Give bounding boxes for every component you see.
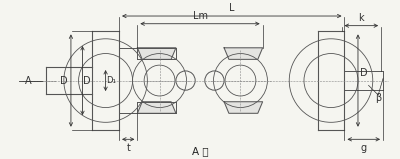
Text: D: D xyxy=(60,76,68,86)
Text: D: D xyxy=(84,76,91,86)
Text: D₁: D₁ xyxy=(106,76,116,85)
Text: k: k xyxy=(358,13,364,23)
Text: A: A xyxy=(25,76,32,86)
Polygon shape xyxy=(137,48,176,59)
Text: Lm: Lm xyxy=(192,11,208,21)
Text: t: t xyxy=(126,143,130,153)
Polygon shape xyxy=(137,102,176,113)
Text: D: D xyxy=(360,68,368,78)
Polygon shape xyxy=(224,102,263,113)
Text: g: g xyxy=(361,143,367,153)
Text: L: L xyxy=(229,3,234,13)
Text: A 向: A 向 xyxy=(192,146,208,156)
Text: β: β xyxy=(375,93,382,103)
Polygon shape xyxy=(224,48,263,59)
